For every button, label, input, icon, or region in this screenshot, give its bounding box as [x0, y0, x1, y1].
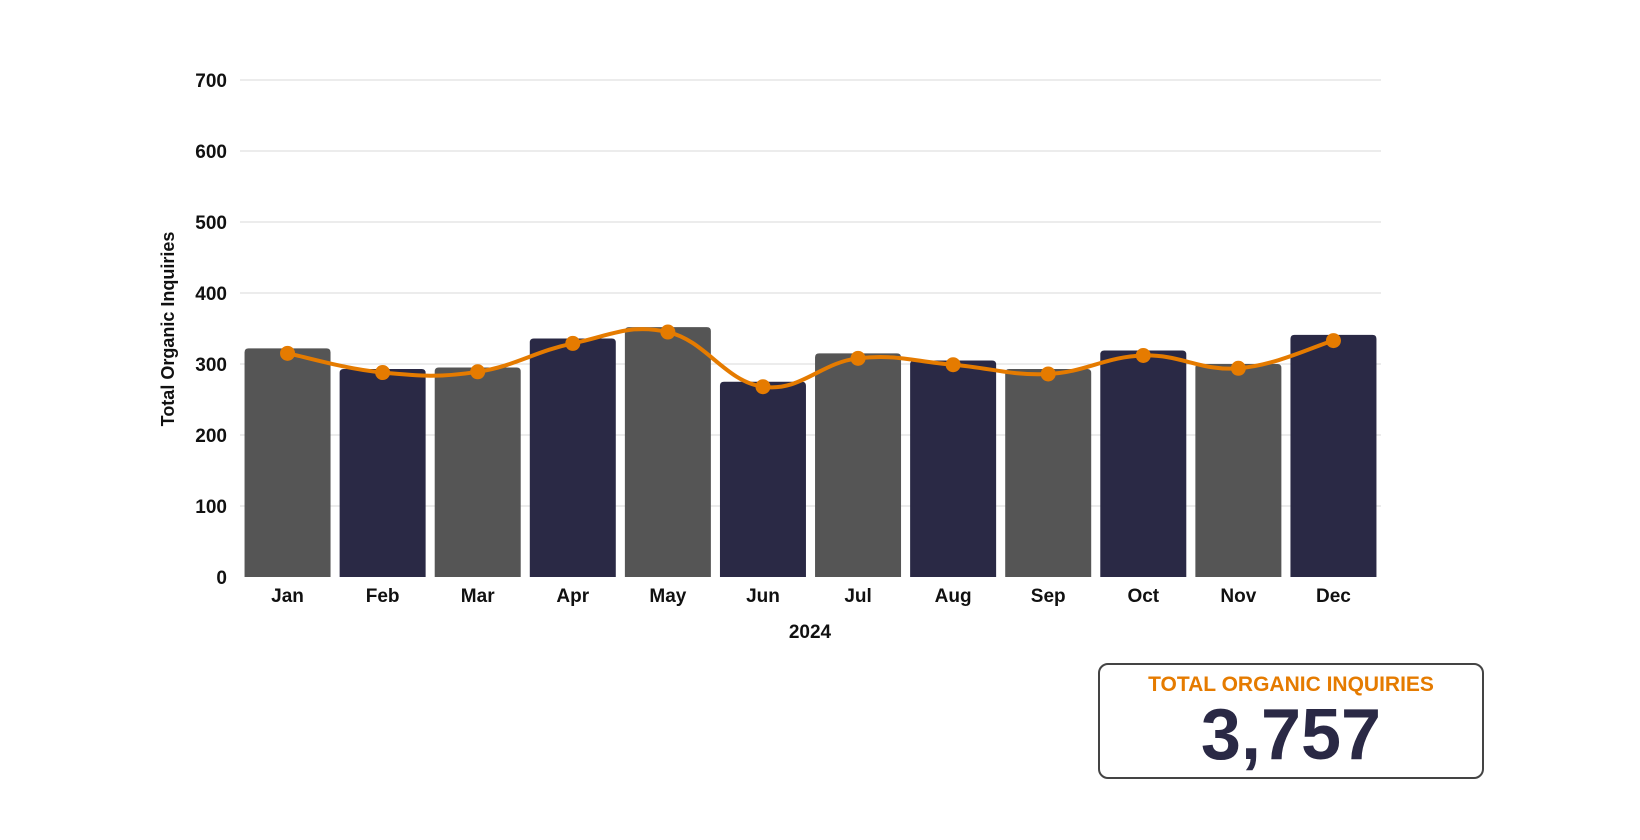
bar-oct — [1100, 350, 1187, 577]
trend-point-feb — [375, 365, 391, 381]
bar-jun — [719, 381, 806, 577]
x-tick-label: Jul — [844, 586, 871, 607]
trend-line — [280, 324, 1341, 395]
y-tick-label: 200 — [195, 426, 227, 447]
x-tick-label: Jun — [746, 586, 780, 607]
y-tick-label: 300 — [195, 355, 227, 376]
kpi-label: TOTAL ORGANIC INQUIRIES — [1148, 673, 1434, 696]
y-tick-label: 0 — [216, 568, 227, 589]
y-tick-label: 700 — [195, 71, 227, 92]
x-tick-label: Aug — [935, 586, 972, 607]
trend-point-mar — [470, 364, 486, 380]
x-axis-ticks: Jan Feb Mar Apr May Jun Jul Aug Sep Oct Nov Dec — [271, 586, 1351, 607]
x-tick-label: Feb — [366, 586, 400, 607]
bar-apr — [529, 338, 616, 577]
bar-sep — [1005, 368, 1092, 577]
y-axis-ticks: 0 100 200 300 400 500 600 700 — [195, 71, 227, 589]
y-tick-label: 400 — [195, 284, 227, 305]
bar-may — [624, 327, 711, 577]
kpi-value: 3,757 — [1200, 695, 1382, 775]
trend-point-jul — [850, 350, 866, 366]
trend-point-apr — [565, 335, 581, 351]
x-tick-label: Dec — [1316, 586, 1351, 607]
chart: 0 100 200 300 400 500 600 700 Jan Feb Mar Apr May Ju… — [158, 71, 1381, 643]
bar-jan — [244, 348, 331, 577]
gridlines — [240, 79, 1381, 507]
x-tick-label: Mar — [461, 586, 495, 607]
x-axis-label: 2024 — [789, 622, 832, 643]
bar-mar — [434, 367, 521, 577]
bar-jul — [815, 353, 902, 577]
trend-point-jun — [755, 379, 771, 395]
trend-point-sep — [1040, 366, 1056, 382]
bars — [244, 327, 1377, 577]
trend-point-dec — [1325, 333, 1341, 349]
y-tick-label: 500 — [195, 213, 227, 234]
trend-point-may — [660, 324, 676, 340]
bar-aug — [910, 360, 997, 577]
y-axis-label: Total Organic Inquiries — [158, 232, 178, 427]
x-tick-label: Nov — [1220, 586, 1256, 607]
x-tick-label: Sep — [1031, 586, 1066, 607]
y-tick-label: 600 — [195, 142, 227, 163]
x-tick-label: Apr — [556, 586, 589, 607]
x-tick-label: Oct — [1127, 586, 1159, 607]
x-tick-label: Jan — [271, 586, 304, 607]
trend-point-nov — [1230, 360, 1246, 376]
x-tick-label: May — [649, 586, 686, 607]
trend-point-oct — [1135, 347, 1151, 363]
bar-feb — [339, 368, 426, 577]
bar-dec — [1290, 334, 1377, 577]
y-tick-label: 100 — [195, 497, 227, 518]
kpi-card: TOTAL ORGANIC INQUIRIES 3,757 — [1098, 663, 1484, 779]
trend-point-aug — [945, 357, 961, 373]
trend-point-jan — [280, 345, 296, 361]
bar-nov — [1195, 364, 1282, 577]
